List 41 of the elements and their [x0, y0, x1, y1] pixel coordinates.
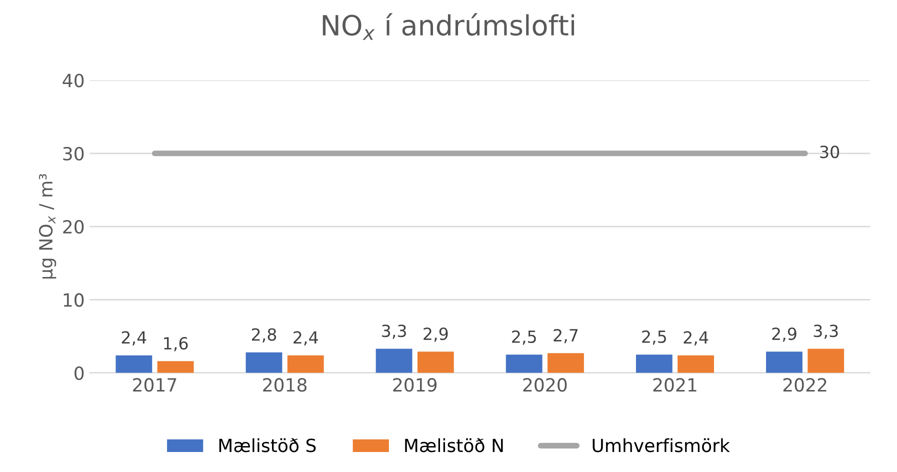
data-label: 2,4	[684, 331, 708, 346]
legend-label: Mælistöð S	[219, 438, 316, 452]
data-label: 2,5	[642, 330, 666, 345]
data-label: 2,4	[294, 331, 318, 346]
y-axis-title: µg NO$_{x}$ / m³	[38, 174, 56, 279]
legend-label: Umhverfismörk	[592, 438, 730, 452]
x-tick-label: 2018	[263, 378, 307, 392]
data-label: 1,6	[164, 337, 188, 352]
x-tick-label: 2022	[783, 378, 826, 392]
x-tick-label: 2019	[393, 378, 437, 392]
bar	[157, 361, 194, 373]
chart-title: NO$_{x}$ í andrúmslofti	[322, 13, 574, 40]
bar	[808, 348, 844, 373]
x-tick-label: 2017	[133, 378, 176, 392]
y-tick-label: 0	[74, 366, 84, 380]
x-tick-label: 2021	[653, 378, 696, 392]
y-tick-label: 10	[64, 293, 84, 307]
data-label: 2,8	[252, 328, 276, 343]
bar	[116, 355, 152, 373]
bar	[376, 348, 412, 373]
x-tick-label: 2020	[523, 378, 567, 392]
bar	[636, 354, 672, 373]
bar	[287, 355, 324, 373]
y-tick-label: 30	[63, 146, 84, 161]
data-label: 2,9	[772, 327, 796, 342]
bar	[417, 352, 454, 373]
data-label: 2,4	[122, 331, 146, 346]
bar	[678, 355, 714, 373]
bar	[506, 354, 542, 373]
legend-label: Mælistöð N	[405, 438, 503, 452]
bar	[766, 352, 802, 373]
data-label: 3,3	[814, 324, 838, 339]
y-tick-label: 40	[62, 74, 84, 88]
bar	[548, 353, 584, 373]
y-tick-label: 20	[63, 220, 84, 234]
data-label: 2,9	[424, 327, 448, 342]
data-label: 30	[820, 146, 840, 158]
data-label: 2,5	[512, 330, 536, 345]
data-label: 2,7	[554, 328, 578, 344]
data-label: 3,3	[382, 324, 406, 339]
bar	[246, 352, 282, 373]
